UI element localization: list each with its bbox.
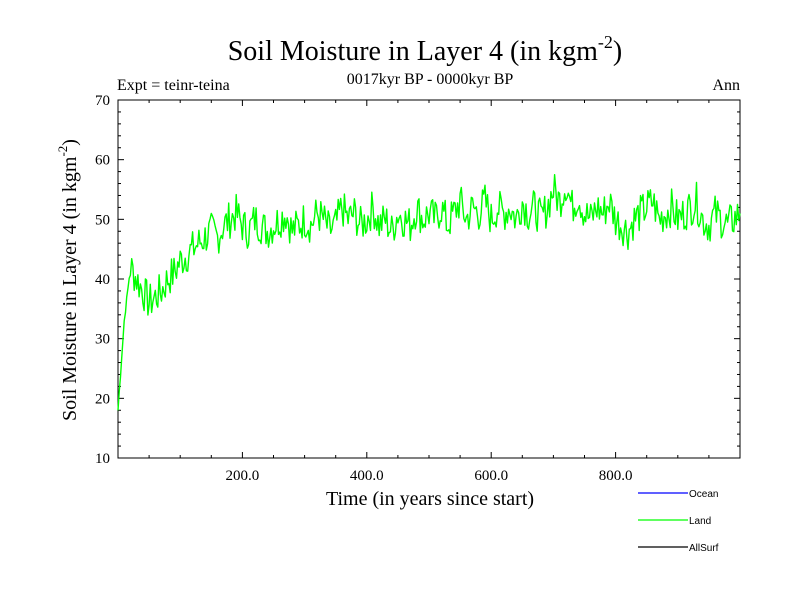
season-label: Ann bbox=[712, 77, 740, 94]
x-tick-label: 200.0 bbox=[226, 468, 260, 484]
y-tick-label: 20 bbox=[95, 391, 110, 407]
y-tick-label: 30 bbox=[95, 332, 110, 348]
series-line-land bbox=[117, 173, 741, 411]
x-axis-label: Time (in years since start) bbox=[326, 488, 534, 510]
chart-subtitle: 0017kyr BP - 0000kyr BP bbox=[347, 71, 514, 88]
plot-frame bbox=[117, 99, 741, 459]
legend-label-allsurf: AllSurf bbox=[689, 543, 719, 554]
plot-area: 10 20 30 40 50 60 70 200.0 400.0 600.0 800.0 bbox=[95, 93, 741, 484]
y-axis-label: Soil Moisture in Layer 4 (in kgm-2) bbox=[55, 139, 81, 421]
chart-title: Soil Moisture in Layer 4 (in kgm-2) bbox=[228, 32, 623, 67]
x-tick-label: 600.0 bbox=[474, 468, 508, 484]
legend: Ocean Land AllSurf bbox=[638, 489, 719, 554]
legend-label-land: Land bbox=[689, 516, 711, 527]
experiment-label: Expt = teinr-teina bbox=[117, 77, 230, 94]
y-tick-label: 50 bbox=[95, 212, 110, 228]
x-tick-label: 800.0 bbox=[599, 468, 633, 484]
y-tick-label: 40 bbox=[95, 272, 110, 288]
y-tick-label: 60 bbox=[95, 153, 110, 169]
legend-label-ocean: Ocean bbox=[689, 489, 718, 500]
y-tick-label: 10 bbox=[95, 451, 110, 467]
y-tick-label: 70 bbox=[95, 93, 110, 109]
x-tick-label: 400.0 bbox=[350, 468, 384, 484]
